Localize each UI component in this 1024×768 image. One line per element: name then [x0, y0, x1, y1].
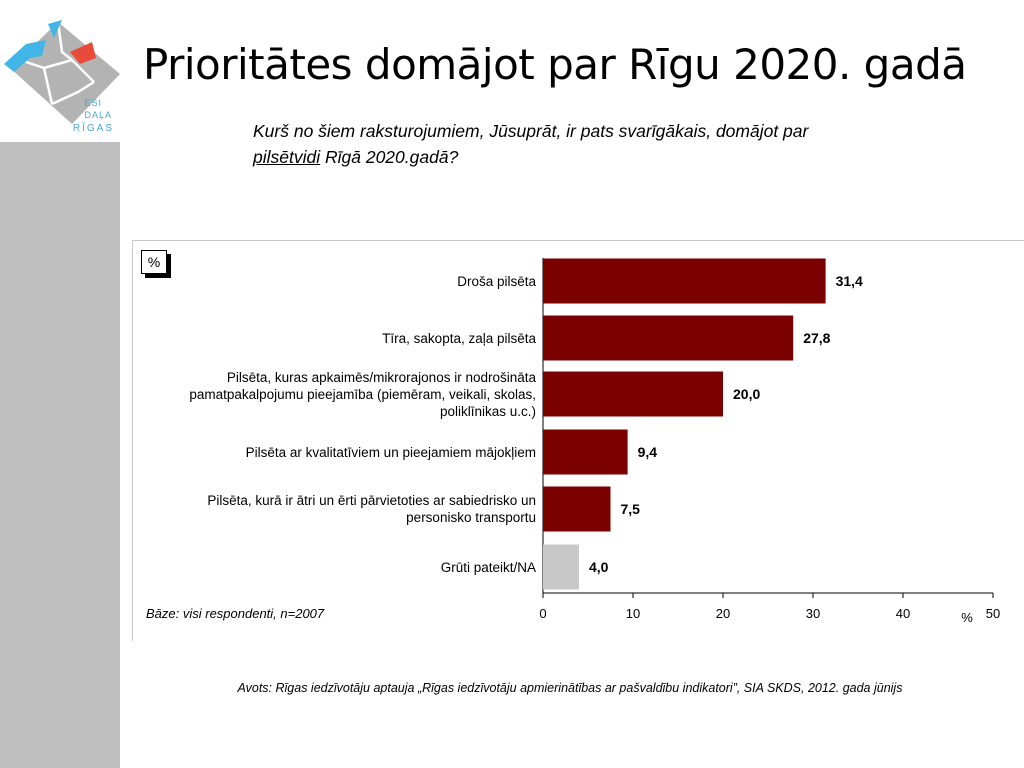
x-tick-label-5: 50 [986, 606, 1000, 621]
category-label-4: Pilsēta, kurā ir ātri un ērti pārvietoti… [140, 492, 536, 526]
bar-0 [543, 258, 826, 304]
x-tick-label-0: 0 [539, 606, 546, 621]
category-label-0: Droša pilsēta [140, 273, 536, 290]
bar-3 [543, 429, 628, 475]
category-label-3: Pilsēta ar kvalitatīviem un pieejamiem m… [140, 444, 536, 461]
logo-text-3: RĪGAS [73, 122, 114, 132]
question-text-1: Kurš no šiem raksturojumiem, Jūsuprāt, i… [253, 121, 809, 141]
logo-text-1: ESI [84, 98, 102, 108]
logo-highlight-shape [70, 42, 96, 64]
side-decor-bar [0, 142, 120, 768]
value-label-4: 7,5 [621, 501, 641, 517]
category-label-line: Tīra, sakopta, zaļa pilsēta [382, 330, 536, 346]
category-label-line: Pilsēta, kurā ir ātri un ērti pārvietoti… [207, 493, 536, 508]
base-note: Bāze: visi respondenti, n=2007 [146, 606, 325, 621]
question-text-2: Rīgā 2020.gadā? [320, 147, 459, 167]
category-label-line: personisko transportu [406, 510, 536, 525]
value-label-5: 4,0 [589, 559, 609, 575]
x-tick-label-4: 40 [896, 606, 910, 621]
logo-text-2: DAĻA [84, 110, 112, 120]
survey-question: Kurš no šiem raksturojumiem, Jūsuprāt, i… [253, 118, 943, 170]
category-label-line: Grūti pateikt/NA [440, 559, 536, 575]
percent-badge: % [141, 250, 167, 274]
category-label-line: pamatpakalpojumu pieejamība (piemēram, v… [189, 386, 536, 402]
value-label-2: 20,0 [733, 386, 760, 402]
bar-4 [543, 486, 611, 532]
category-label-1: Tīra, sakopta, zaļa pilsēta [140, 330, 536, 347]
x-tick-label-3: 30 [806, 606, 820, 621]
bar-2 [543, 371, 723, 417]
logo-river-shape [4, 40, 46, 72]
source-note: Avots: Rīgas iedzīvotāju aptauja „Rīgas … [237, 681, 903, 695]
x-axis-label: % [961, 610, 973, 625]
x-tick-label-1: 10 [626, 606, 640, 621]
esi-dala-rigas-logo: ESI DAĻA RĪGAS [4, 20, 120, 132]
category-label-5: Grūti pateikt/NA [140, 559, 536, 576]
category-label-line: poliklīnikas u.c.) [439, 403, 536, 419]
category-label-line: Pilsēta, kuras apkaimēs/mikrorajonos ir … [226, 369, 536, 385]
category-labels: Droša pilsēta Tīra, sakopta, zaļa pilsēta… [140, 0, 536, 768]
category-label-2: Pilsēta, kuras apkaimēs/mikrorajonos ir … [140, 369, 536, 420]
bar-5 [543, 544, 579, 590]
question-underlined-word: pilsētvidi [253, 147, 321, 167]
category-label-line: Pilsēta ar kvalitatīviem un pieejamiem m… [245, 444, 536, 460]
value-label-3: 9,4 [638, 444, 658, 460]
value-label-1: 27,8 [803, 330, 830, 346]
bar-1 [543, 315, 794, 361]
value-label-0: 31,4 [836, 273, 863, 289]
slide-title: Prioritātes domājot par Rīgu 2020. gadā [143, 40, 967, 89]
x-tick-label-2: 20 [716, 606, 730, 621]
category-label-line: Droša pilsēta [457, 273, 536, 289]
